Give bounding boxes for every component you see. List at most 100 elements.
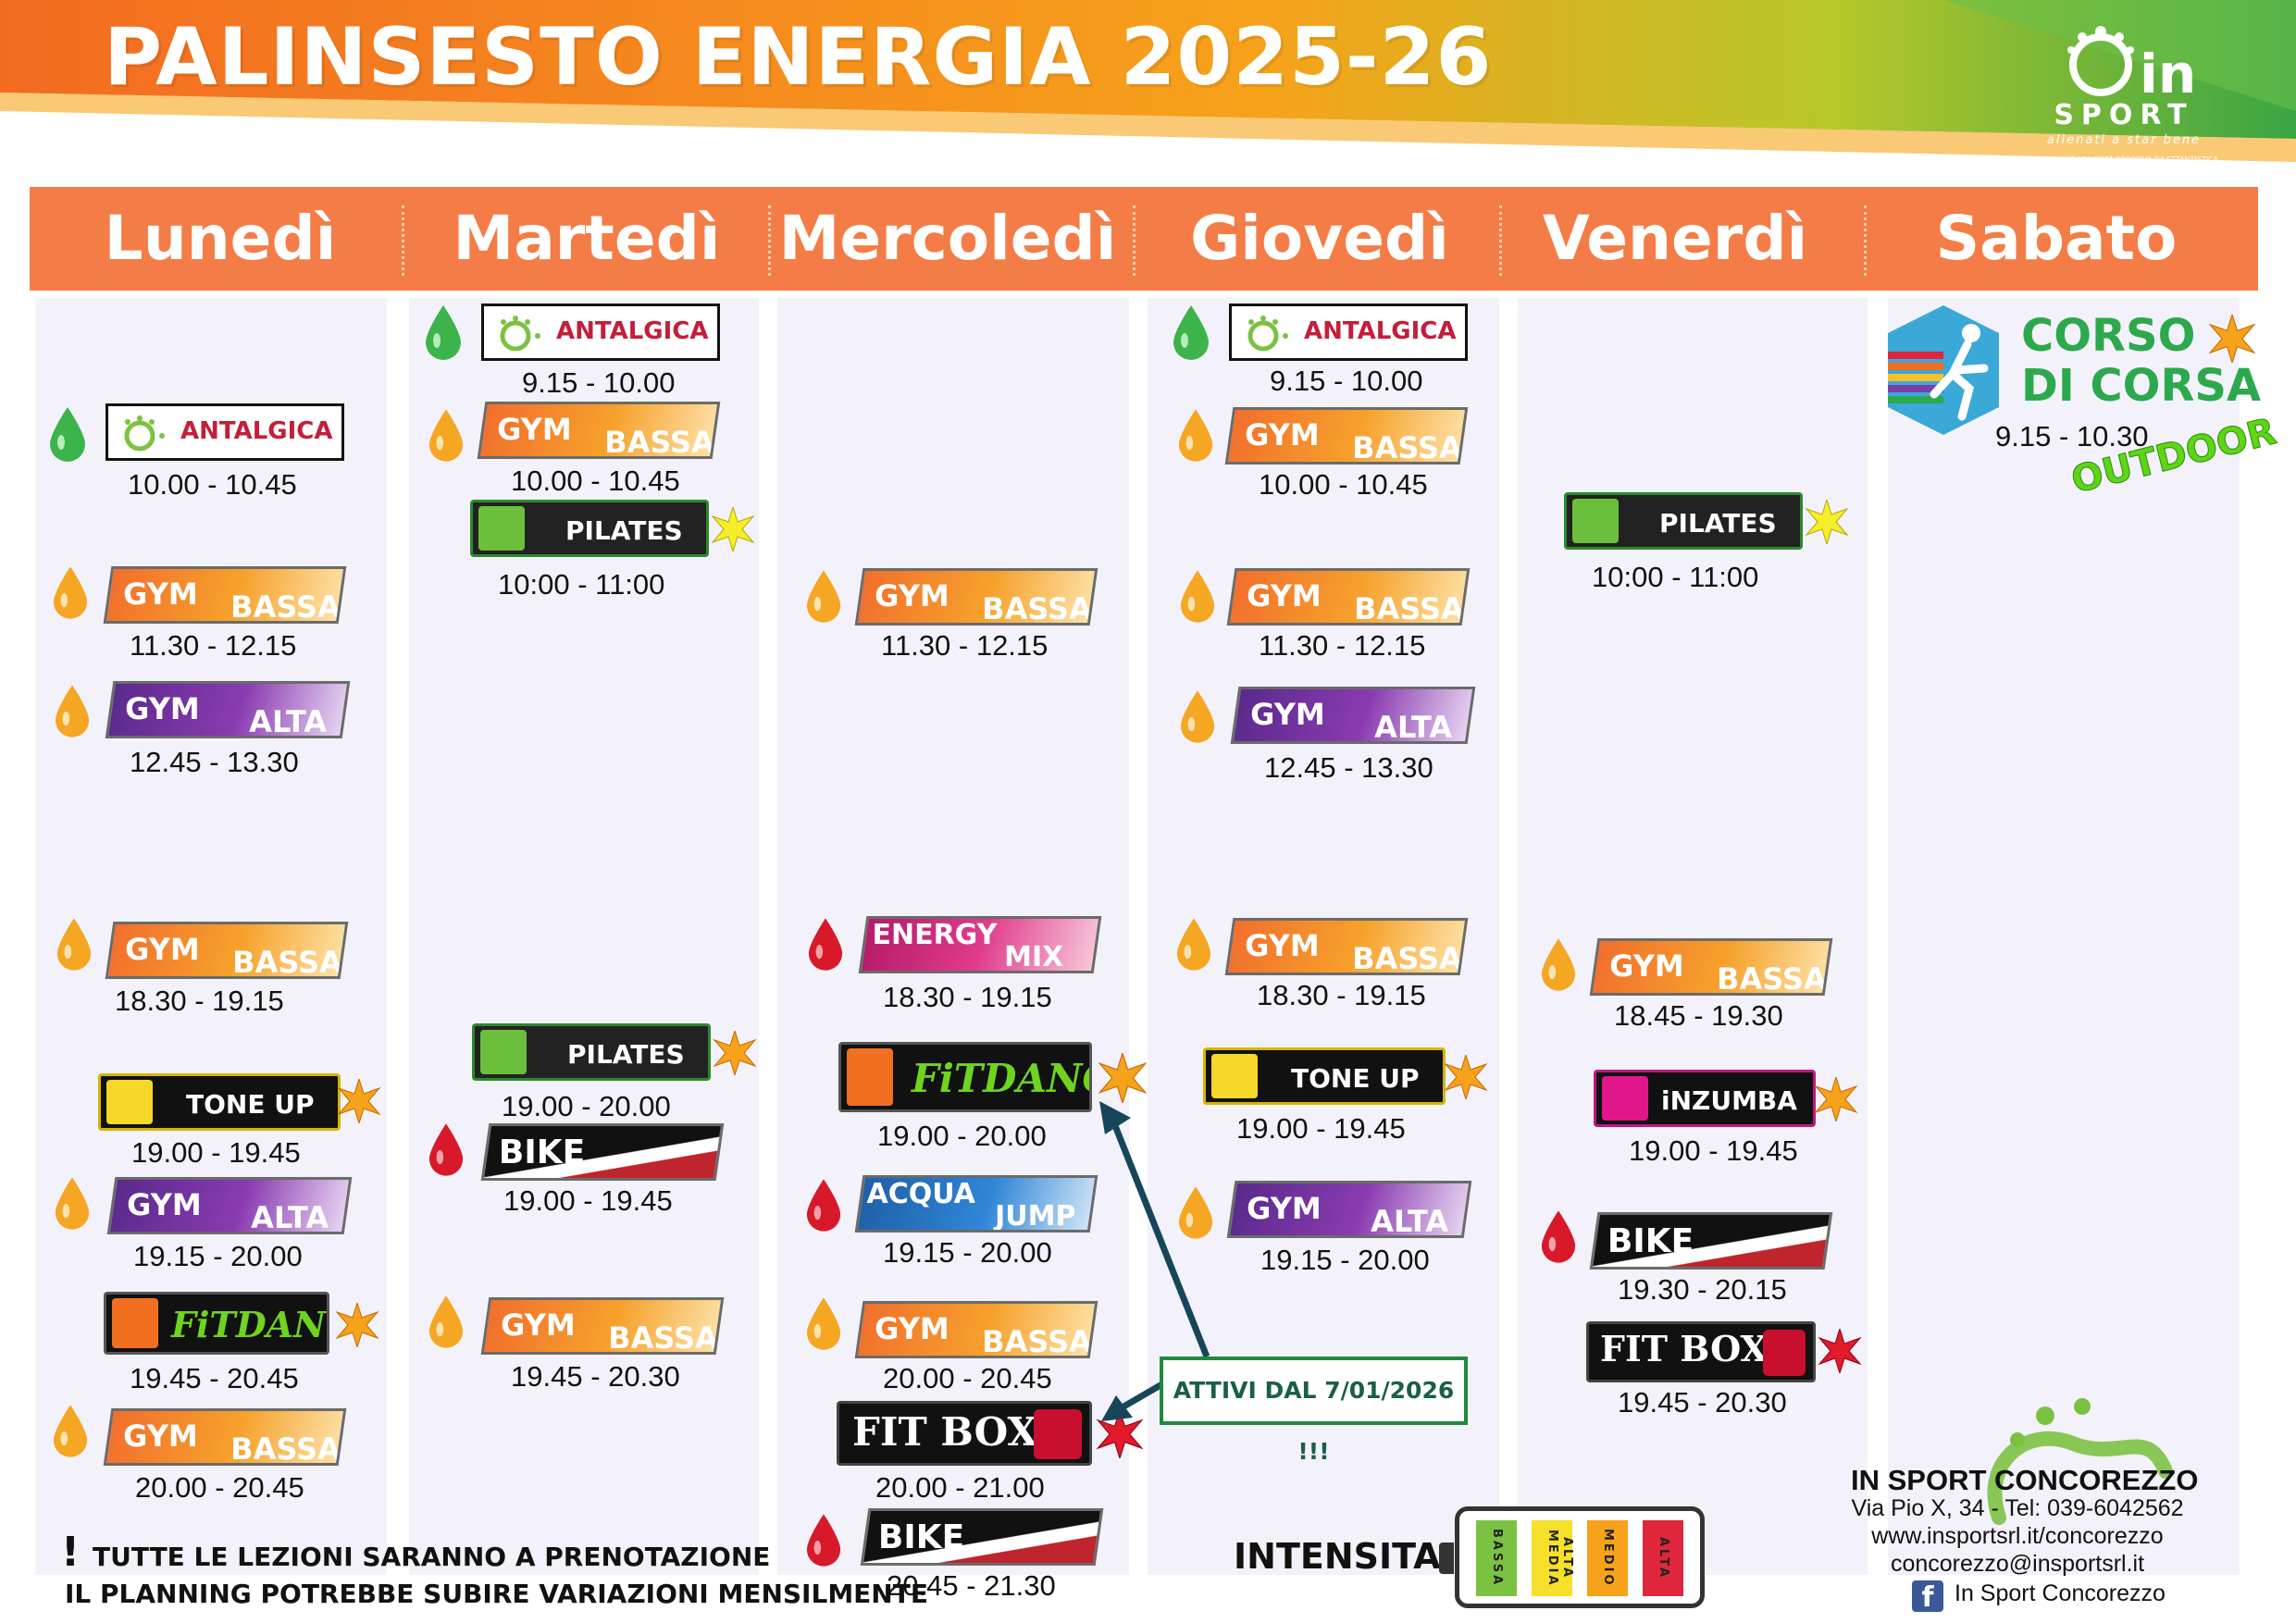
day-tuesday: Martedì (453, 203, 721, 274)
header-band (0, 0, 2296, 194)
class-time: 20.00 - 20.45 (135, 1471, 304, 1504)
contact-facebook: In Sport Concorezzo (1955, 1580, 2166, 1606)
day-wednesday: Mercoledì (778, 203, 1117, 274)
header-stripes (0, 0, 2296, 162)
day-separator (768, 205, 771, 276)
badge-antalgica: ANTALGICA (105, 403, 344, 461)
badge-bike: BIKE (1589, 1212, 1833, 1270)
intensita-battery: BASSA MEDIA MEDIO ALTA ALTA (1439, 1506, 1705, 1608)
badge-label: ANTALGICA (1304, 317, 1457, 345)
class-time: 10:00 - 11:00 (498, 568, 665, 601)
starburst-orange-icon (337, 1079, 381, 1123)
badge-gym-bassa: GYM BASSA (480, 1297, 725, 1355)
pilates-icon (478, 506, 525, 551)
note-variazioni: IL PLANNING POTREBBE SUBIRE VARIAZIONI M… (65, 1579, 928, 1609)
badge-antalgica: ANTALGICA (1229, 304, 1468, 361)
antalgica-logo-icon (500, 316, 540, 352)
contact-name: IN SPORT CONCOREZZO (1851, 1464, 2199, 1496)
badge-gym-bassa: GYM BASSA (477, 402, 721, 459)
fit-boxe-icon (1034, 1409, 1082, 1459)
class-time: 19.00 - 20.00 (877, 1120, 1047, 1152)
class-time: 10:00 - 11:00 (1592, 561, 1759, 593)
class-time: 11.30 - 12.15 (130, 629, 297, 662)
class-time: 19.00 - 19.45 (1236, 1112, 1406, 1145)
badge-antalgica: ANTALGICA (481, 304, 720, 361)
drop-orange-icon (1541, 938, 1576, 991)
arrow-fitdance-icon (1099, 1101, 1210, 1358)
badge-acqua-jump: ACQUA JUMP (854, 1175, 1098, 1233)
badge-gym-bassa: GYM BASSA (1224, 407, 1469, 465)
badge-gym-bassa: GYM BASSA (1226, 568, 1471, 626)
fitdance-icon (112, 1298, 158, 1348)
class-time: 19.00 - 19.45 (131, 1136, 301, 1169)
class-time: 20.00 - 20.45 (883, 1362, 1052, 1394)
drop-red-icon (1541, 1210, 1576, 1263)
badge-gym-bassa: GYM BASSA (105, 922, 349, 979)
badge-gym-alta: GYM ALTA (1226, 1181, 1472, 1238)
drop-orange-icon (806, 1297, 841, 1350)
day-friday: Venerdì (1542, 203, 1808, 274)
battery-nub (1439, 1542, 1454, 1574)
badge-gym-alta: GYM ALTA (106, 1177, 353, 1234)
corso-line2: DI CORSA (2021, 360, 2262, 412)
starburst-orange-icon (2208, 315, 2256, 363)
badge-fit-boxe: FIT BOXE (837, 1401, 1092, 1466)
badge-energy-mix: ENERGY MIX (858, 916, 1102, 973)
class-time: 19.15 - 20.00 (1260, 1244, 1430, 1276)
logo-subline: In Sport Srl SOCIETÀ SPORTIVA DILETTANTI… (2038, 155, 2219, 164)
page-title: PALINSESTO ENERGIA 2025-26 (104, 11, 1493, 104)
class-time: 18.30 - 19.15 (883, 981, 1052, 1013)
badge-inzumba: iNZUMBA (1594, 1070, 1816, 1127)
intensita-cell-media: MEDIA (1532, 1520, 1572, 1596)
drop-orange-icon (53, 1405, 88, 1457)
corso-title: CORSO DI CORSA (2021, 311, 2261, 411)
starburst-red-icon (1096, 1410, 1144, 1458)
drop-orange-icon (1176, 918, 1211, 971)
fit-boxe-icon (1763, 1330, 1806, 1376)
starburst-yellow-icon (711, 507, 755, 551)
badge-gym-alta: GYM ALTA (1230, 687, 1476, 744)
starburst-orange-icon (1444, 1055, 1488, 1099)
column-saturday (1888, 298, 2240, 1575)
badge-tone-up: TONE UP (1203, 1047, 1446, 1105)
badge-tone-up: TONE UP (98, 1073, 341, 1131)
badge-bike: BIKE (480, 1123, 725, 1181)
day-header-bar (30, 187, 2258, 291)
class-time: 19.30 - 20.15 (1618, 1273, 1787, 1306)
antalgica-logo-icon (124, 415, 165, 452)
starburst-orange-icon (713, 1031, 757, 1075)
day-thursday: Giovedì (1190, 203, 1449, 274)
badge-fitdance: FiTDANCE (104, 1292, 329, 1355)
tone-up-icon (1211, 1054, 1258, 1098)
day-separator (1499, 205, 1502, 276)
intensita-cell-medio-alta: MEDIO ALTA (1560, 1520, 1628, 1596)
day-separator (402, 205, 404, 276)
starburst-red-icon (1818, 1329, 1862, 1373)
day-separator (1133, 205, 1136, 276)
badge-gym-bassa: GYM BASSA (854, 568, 1098, 626)
drop-green-icon (50, 407, 85, 462)
drop-orange-icon (56, 918, 92, 971)
badge-pilates: PILATES (470, 500, 709, 557)
contact-email: concorezzo@insportsrl.it (1890, 1551, 2145, 1577)
drop-orange-icon (55, 1177, 90, 1230)
badge-pilates: PILATES (472, 1023, 711, 1081)
class-time: 10.00 - 10.45 (511, 465, 680, 497)
drop-orange-icon (428, 1295, 464, 1348)
badge-gym-bassa: GYM BASSA (103, 1408, 347, 1466)
class-time: 9.15 - 10.30 (1995, 420, 2149, 452)
class-time: 19.45 - 20.30 (1618, 1386, 1787, 1419)
badge-label: ANTALGICA (180, 417, 333, 445)
logo-tagline: allenati a star bene (2046, 133, 2202, 147)
drop-orange-icon (1180, 690, 1215, 743)
drop-orange-icon (1180, 570, 1215, 623)
attivi-note: ATTIVI DAL 7/01/2026 !!! (1160, 1357, 1468, 1465)
class-time: 18.45 - 19.30 (1614, 999, 1783, 1032)
logo-in-text: in (2140, 43, 2196, 104)
logo-brand: SPORT (2054, 99, 2194, 131)
drop-red-icon (806, 1514, 841, 1567)
tone-up-icon (106, 1080, 153, 1124)
class-time: 9.15 - 10.00 (522, 366, 676, 399)
badge-fitdance: FiTDANCE (838, 1042, 1092, 1112)
logo-mark-icon: in (2067, 26, 2196, 104)
